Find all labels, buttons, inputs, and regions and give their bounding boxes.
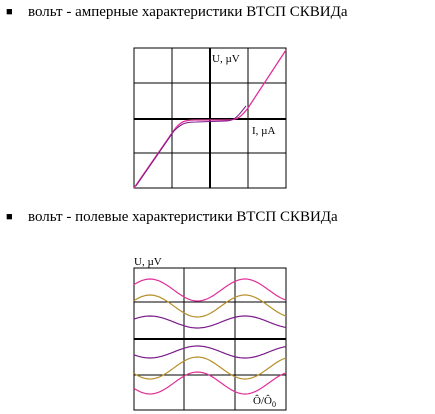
vphi-curves xyxy=(133,278,287,395)
x-label-sub: 0 xyxy=(272,400,276,409)
heading: вольт - амперные характеристики ВТСП СКВ… xyxy=(28,4,348,20)
iv-curve xyxy=(135,105,247,187)
vphi-grid xyxy=(133,267,287,411)
iv-grid xyxy=(133,47,287,189)
x-label: I, µA xyxy=(252,125,276,137)
x-label: Ô/Ô0 xyxy=(253,395,276,409)
heading: вольт - полевые характеристики ВТСП СКВИ… xyxy=(28,209,338,225)
vphi-curve xyxy=(133,294,287,318)
y-label: U, µV xyxy=(212,53,240,65)
y-label: U, µV xyxy=(134,256,162,268)
vphi-curve xyxy=(133,356,287,380)
vphi-curve xyxy=(133,315,287,329)
x-label-main: Ô/Ô xyxy=(253,395,272,407)
vphi-curve xyxy=(133,371,287,395)
bullet: ■ xyxy=(6,6,13,18)
vphi-curve xyxy=(133,345,287,359)
vphi-curve xyxy=(133,278,287,302)
bullet: ■ xyxy=(6,211,13,223)
iv-curve xyxy=(133,49,287,189)
